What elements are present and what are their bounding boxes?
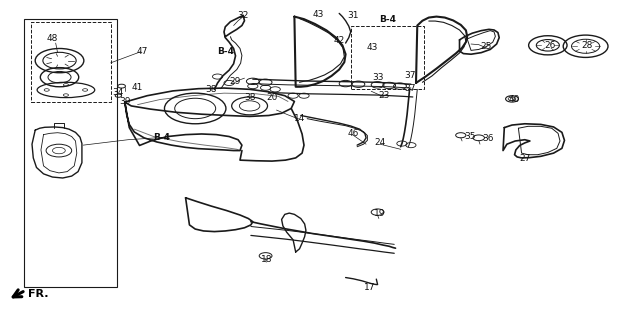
Text: 39: 39 xyxy=(120,97,131,106)
Text: B-4: B-4 xyxy=(154,133,170,142)
Text: 27: 27 xyxy=(519,154,531,163)
Bar xyxy=(31,22,111,102)
Text: 37: 37 xyxy=(404,71,415,80)
Text: 47: 47 xyxy=(136,47,148,56)
Bar xyxy=(351,26,424,89)
Text: 14: 14 xyxy=(294,114,305,122)
Text: 37: 37 xyxy=(404,84,415,93)
Text: 36: 36 xyxy=(482,134,493,143)
Text: 17: 17 xyxy=(364,283,376,292)
Text: 38: 38 xyxy=(205,85,217,94)
Text: 18: 18 xyxy=(260,255,272,263)
Text: 35: 35 xyxy=(464,132,476,141)
Text: 29: 29 xyxy=(230,77,241,85)
Text: 25: 25 xyxy=(481,42,492,51)
Bar xyxy=(24,19,117,287)
Text: 34: 34 xyxy=(113,88,124,97)
Text: 31: 31 xyxy=(348,11,359,20)
Text: 28: 28 xyxy=(582,41,593,50)
Ellipse shape xyxy=(37,82,95,98)
Text: 23: 23 xyxy=(378,91,390,100)
Text: 48: 48 xyxy=(47,34,58,43)
Text: 26: 26 xyxy=(545,41,556,50)
Text: 40: 40 xyxy=(509,95,520,104)
Text: 43: 43 xyxy=(313,10,324,19)
Text: B-4: B-4 xyxy=(217,47,234,56)
Text: 32: 32 xyxy=(237,11,249,20)
Text: 41: 41 xyxy=(132,83,143,92)
Text: B-4: B-4 xyxy=(380,15,396,24)
Text: 24: 24 xyxy=(374,138,386,147)
Text: 46: 46 xyxy=(348,130,359,138)
Text: 38: 38 xyxy=(244,93,255,102)
Text: 20: 20 xyxy=(266,93,278,102)
Text: FR.: FR. xyxy=(28,289,49,300)
Text: 42: 42 xyxy=(333,36,345,45)
Text: 43: 43 xyxy=(367,43,378,52)
Text: 19: 19 xyxy=(374,209,386,218)
Text: 33: 33 xyxy=(372,73,383,82)
